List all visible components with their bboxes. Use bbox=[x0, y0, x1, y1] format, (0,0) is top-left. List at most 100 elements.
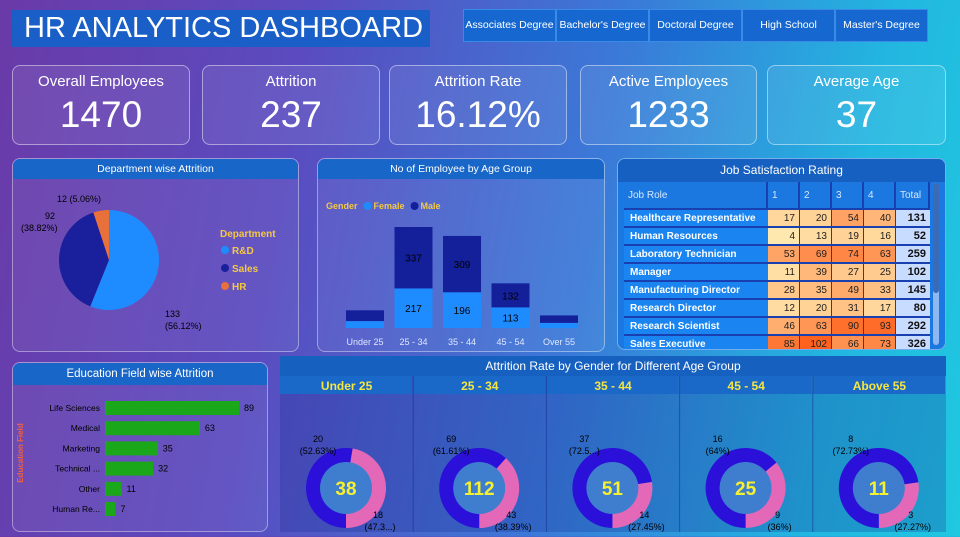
job-role-cell: Human Resources bbox=[624, 228, 768, 246]
column-header[interactable]: 4 bbox=[864, 182, 896, 210]
column-header[interactable]: Total bbox=[896, 182, 930, 210]
column-header[interactable]: 1 bbox=[768, 182, 800, 210]
male-count-label: 8 bbox=[848, 434, 853, 444]
kpi-label: Average Age bbox=[813, 73, 900, 90]
male-pct-label: (72.5...) bbox=[569, 446, 600, 456]
male-count-label: 20 bbox=[313, 434, 323, 444]
column-header[interactable]: 2 bbox=[800, 182, 832, 210]
bar-female bbox=[491, 307, 530, 328]
y-tick-label: Human Re... bbox=[52, 504, 100, 514]
kpi-attrition-rate: Attrition Rate 16.12% bbox=[389, 65, 567, 145]
panel-title: Job Satisfaction Rating bbox=[618, 159, 945, 182]
table-row: Manufacturing Director 28 35 49 33 145 bbox=[624, 282, 930, 300]
label-sales-pct: (38.82%) bbox=[21, 223, 58, 233]
filter-masters-degree[interactable]: Master's Degree bbox=[835, 9, 928, 42]
label-rd: 133 bbox=[165, 309, 180, 319]
filter-associates-degree[interactable]: Associates Degree bbox=[463, 9, 556, 42]
age-group-label: 45 - 54 bbox=[728, 379, 766, 393]
y-axis-title: Education Field bbox=[16, 423, 25, 483]
kpi-average-age: Average Age 37 bbox=[767, 65, 946, 145]
rating-cell: 13 bbox=[800, 228, 832, 246]
table-row: Human Resources 4 13 19 16 52 bbox=[624, 228, 930, 246]
rating-cell: 17 bbox=[864, 300, 896, 318]
table-row: Research Scientist 46 63 90 93 292 bbox=[624, 318, 930, 336]
donut-total: 51 bbox=[602, 479, 624, 500]
rating-cell: 53 bbox=[768, 246, 800, 264]
female-count-label: 43 bbox=[506, 510, 516, 520]
rating-cell: 85 bbox=[768, 336, 800, 349]
legend-marker bbox=[221, 246, 229, 254]
job-satisfaction-panel: Job Satisfaction Rating Job Role 1 2 3 4 Tota… bbox=[617, 158, 946, 350]
bar-value-label: 7 bbox=[121, 504, 126, 514]
age-group-bar-chart: Gender Female Male Under 25 217 337 25 - 34 196… bbox=[326, 201, 578, 347]
legend-title: Department bbox=[220, 229, 276, 240]
female-count-label: 18 bbox=[373, 510, 383, 520]
x-tick-label: Under 25 bbox=[346, 337, 383, 347]
table-row: Manager 11 39 27 25 102 bbox=[624, 264, 930, 282]
rating-cell: 12 bbox=[768, 300, 800, 318]
y-tick-label: Technical ... bbox=[55, 464, 100, 474]
y-tick-label: Medical bbox=[71, 423, 100, 433]
donut-total: 112 bbox=[464, 479, 495, 500]
job-role-cell: Manager bbox=[624, 264, 768, 282]
table-scrollbar[interactable] bbox=[933, 183, 939, 345]
bar bbox=[105, 481, 122, 496]
rating-cell: 19 bbox=[832, 228, 864, 246]
bar-male bbox=[394, 227, 433, 289]
bar-male bbox=[491, 283, 530, 308]
rating-cell: 4 bbox=[768, 228, 800, 246]
bar-male bbox=[540, 315, 578, 323]
bar-value-label: 32 bbox=[158, 464, 168, 474]
kpi-attrition: Attrition 237 bbox=[202, 65, 380, 145]
male-count-label: 69 bbox=[446, 434, 456, 444]
rating-cell: 54 bbox=[832, 210, 864, 228]
age-group-header bbox=[812, 376, 945, 394]
legend-marker bbox=[221, 282, 229, 290]
bar bbox=[105, 421, 200, 436]
legend-marker bbox=[363, 202, 372, 210]
job-satisfaction-table: Job Role 1 2 3 4 Total Healthcare Representati… bbox=[624, 182, 930, 349]
filter-high-school[interactable]: High School bbox=[742, 9, 835, 42]
education-bar-chart: Education Field Life Sciences 89 Medical 63 M… bbox=[16, 401, 254, 516]
rating-cell: 17 bbox=[768, 210, 800, 228]
age-group-label: 25 - 34 bbox=[461, 379, 499, 393]
bar-value-label: 89 bbox=[244, 403, 254, 413]
panel-title: Department wise Attrition bbox=[13, 159, 298, 179]
column-header[interactable]: Job Role bbox=[624, 182, 768, 210]
kpi-active-employees: Active Employees 1233 bbox=[580, 65, 757, 145]
female-pct-label: (38.39%) bbox=[495, 522, 532, 532]
bar-value-label: 309 bbox=[454, 260, 471, 271]
age-group-header bbox=[413, 376, 546, 394]
filter-doctoral-degree[interactable]: Doctoral Degree bbox=[649, 9, 742, 42]
kpi-value: 237 bbox=[260, 94, 322, 135]
bar bbox=[105, 401, 239, 415]
kpi-value: 1233 bbox=[627, 94, 710, 135]
donut-center bbox=[586, 462, 639, 514]
total-cell: 131 bbox=[896, 210, 930, 228]
rating-cell: 39 bbox=[800, 264, 832, 282]
filter-bachelors-degree[interactable]: Bachelor's Degree bbox=[556, 9, 649, 42]
kpi-overall-employees: Overall Employees 1470 bbox=[12, 65, 190, 145]
female-count-label: 14 bbox=[639, 510, 649, 520]
column-header[interactable]: 3 bbox=[832, 182, 864, 210]
bar-male bbox=[443, 235, 481, 293]
kpi-value: 1470 bbox=[59, 94, 143, 135]
rating-cell: 28 bbox=[768, 282, 800, 300]
male-pct-label: (61.61%) bbox=[433, 446, 470, 456]
table-header-row: Job Role 1 2 3 4 Total bbox=[624, 182, 930, 210]
donut-center bbox=[453, 462, 506, 514]
table-row: Sales Executive 85 102 66 73 326 bbox=[624, 336, 930, 349]
bar-female bbox=[346, 321, 384, 328]
x-tick-label: 35 - 44 bbox=[448, 337, 476, 347]
y-tick-label: Life Sciences bbox=[49, 403, 100, 413]
legend-title: Gender bbox=[326, 201, 358, 211]
bar bbox=[105, 502, 116, 516]
bar-value-label: 35 bbox=[163, 443, 173, 453]
bar-female bbox=[540, 322, 578, 328]
rating-cell: 102 bbox=[800, 336, 832, 349]
education-slicer: Associates Degree Bachelor's Degree Doct… bbox=[463, 9, 928, 42]
pie-slice-hr bbox=[93, 210, 109, 260]
rating-cell: 63 bbox=[864, 246, 896, 264]
job-role-cell: Manufacturing Director bbox=[624, 282, 768, 300]
rating-cell: 11 bbox=[768, 264, 800, 282]
